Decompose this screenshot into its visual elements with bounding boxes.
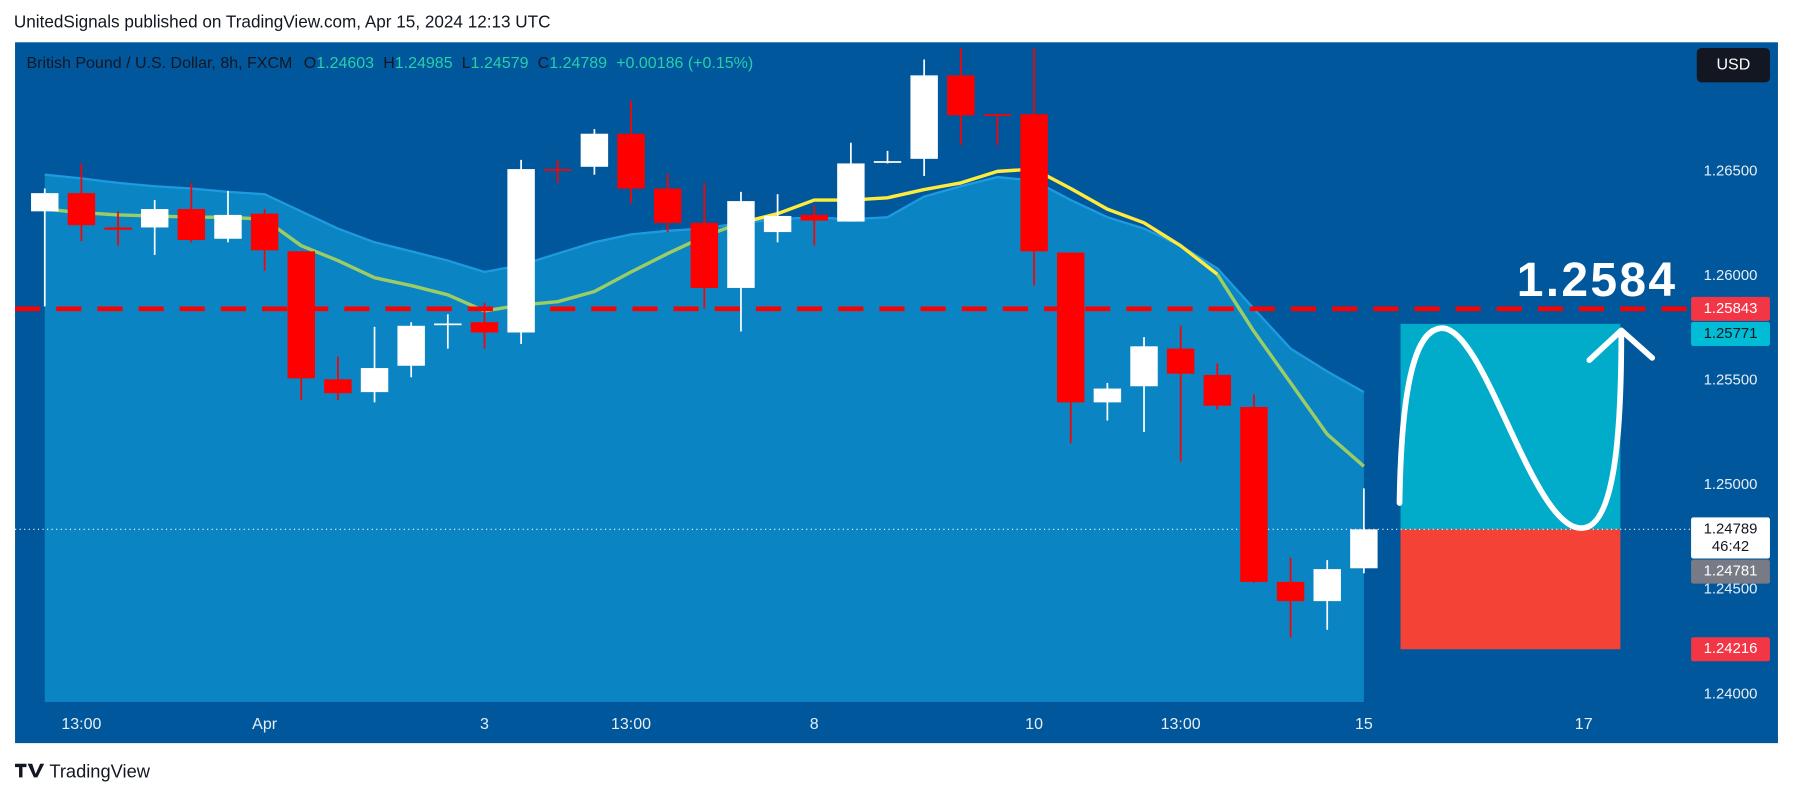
moving-average: [1215, 273, 1365, 468]
price-tag-label: 1.25771: [1704, 326, 1758, 342]
candle-body: [1240, 406, 1268, 582]
candle-body: [140, 209, 169, 228]
candle-body: [727, 201, 755, 288]
candle-body: [1350, 529, 1378, 569]
footer-brand: TradingView: [49, 761, 150, 782]
candle-body: [214, 214, 242, 239]
legend-label: C: [538, 55, 550, 72]
candle-body: [1276, 581, 1305, 602]
candle-body: [31, 193, 59, 212]
candle-body: [983, 114, 1012, 116]
candle-body: [250, 213, 279, 251]
candle-body: [1313, 569, 1341, 602]
legend-title: British Pound / U.S. Dollar, 8h, FXCM: [26, 55, 292, 72]
candle-body: [360, 368, 389, 393]
price-tag-label: 1.24781: [1704, 564, 1758, 580]
price-tag-label: 1.25843: [1704, 301, 1758, 317]
price-tag: [1691, 637, 1770, 662]
candle-body: [1166, 348, 1195, 374]
band-area: [44, 174, 1364, 702]
x-tick-label: Apr: [252, 716, 278, 733]
y-tick-label: 1.24000: [1704, 686, 1758, 702]
candle-body: [1020, 114, 1048, 252]
candle-body: [873, 161, 902, 163]
candle-body: [287, 251, 315, 379]
candle-body: [800, 214, 828, 221]
candle-body: [1130, 346, 1158, 387]
legend-label: O: [304, 55, 316, 72]
y-tick-label: 1.25500: [1704, 373, 1758, 389]
candle-body: [507, 169, 535, 333]
legend: British Pound / U.S. Dollar, 8h, FXCM O1.…: [26, 55, 753, 72]
price-tag-label: 1.24789: [1704, 521, 1758, 537]
legend-label: H: [383, 55, 395, 72]
legend-value: 1.24985: [395, 55, 453, 72]
candle-body: [104, 227, 132, 230]
candle-body: [837, 163, 865, 222]
price-tag: [1691, 517, 1770, 559]
candle-body: [910, 75, 938, 159]
projection-curve: [1396, 325, 1625, 532]
header: UnitedSignals published on TradingView.c…: [14, 11, 551, 31]
plot: [15, 47, 1690, 702]
legend-value: 1.24579: [471, 55, 529, 72]
legend-value: 1.24603: [316, 55, 374, 72]
level-annotation: 1.2584: [1517, 254, 1678, 307]
y-tick-label: 1.26500: [1704, 163, 1758, 179]
candle-body: [544, 169, 572, 171]
legend-value: 1.24789: [549, 55, 607, 72]
candle-body: [580, 133, 609, 167]
projection-arrowhead: [1586, 327, 1656, 363]
candle-body: [617, 133, 645, 189]
candle-body: [177, 209, 206, 241]
candle-body: [397, 325, 425, 366]
x-tick-label: 13:00: [611, 716, 651, 733]
x-tick-label: 17: [1575, 716, 1593, 733]
price-tag-label: 1.24216: [1704, 641, 1758, 657]
candle-body: [947, 75, 975, 116]
y-tick-label: 1.24500: [1704, 582, 1758, 598]
y-tick-label: 1.26000: [1704, 268, 1758, 284]
x-tick-label: 13:00: [61, 716, 101, 733]
logo-mark: [15, 763, 45, 778]
candle-body: [1093, 388, 1122, 403]
candle-body: [434, 323, 462, 326]
currency-button[interactable]: [1696, 48, 1770, 83]
candle-body: [1057, 252, 1085, 403]
y-tick-label: 1.25000: [1704, 477, 1758, 493]
x-tick-label: 8: [810, 716, 819, 733]
price-tag: [1691, 296, 1770, 321]
moving-average: [740, 167, 1219, 276]
candle-body: [690, 222, 719, 288]
x-tick-label: 15: [1355, 716, 1373, 733]
stop-zone: [1400, 529, 1621, 650]
price-tag: [1691, 559, 1770, 584]
currency-button-label[interactable]: USD: [1716, 56, 1750, 73]
candle-body: [1203, 374, 1232, 406]
candle-body: [324, 379, 352, 394]
x-tick-label: 3: [480, 716, 489, 733]
candle-body: [470, 322, 499, 333]
candle-body: [67, 193, 96, 226]
legend-label: L: [462, 55, 471, 72]
candle-body: [763, 215, 792, 233]
price-tag-countdown: 46:42: [1712, 539, 1749, 555]
candle-body: [653, 188, 682, 223]
x-tick-label: 10: [1025, 716, 1043, 733]
legend-change: +0.00186 (+0.15%): [616, 55, 753, 72]
x-tick-label: 13:00: [1161, 716, 1201, 733]
price-tag: [1691, 321, 1770, 347]
